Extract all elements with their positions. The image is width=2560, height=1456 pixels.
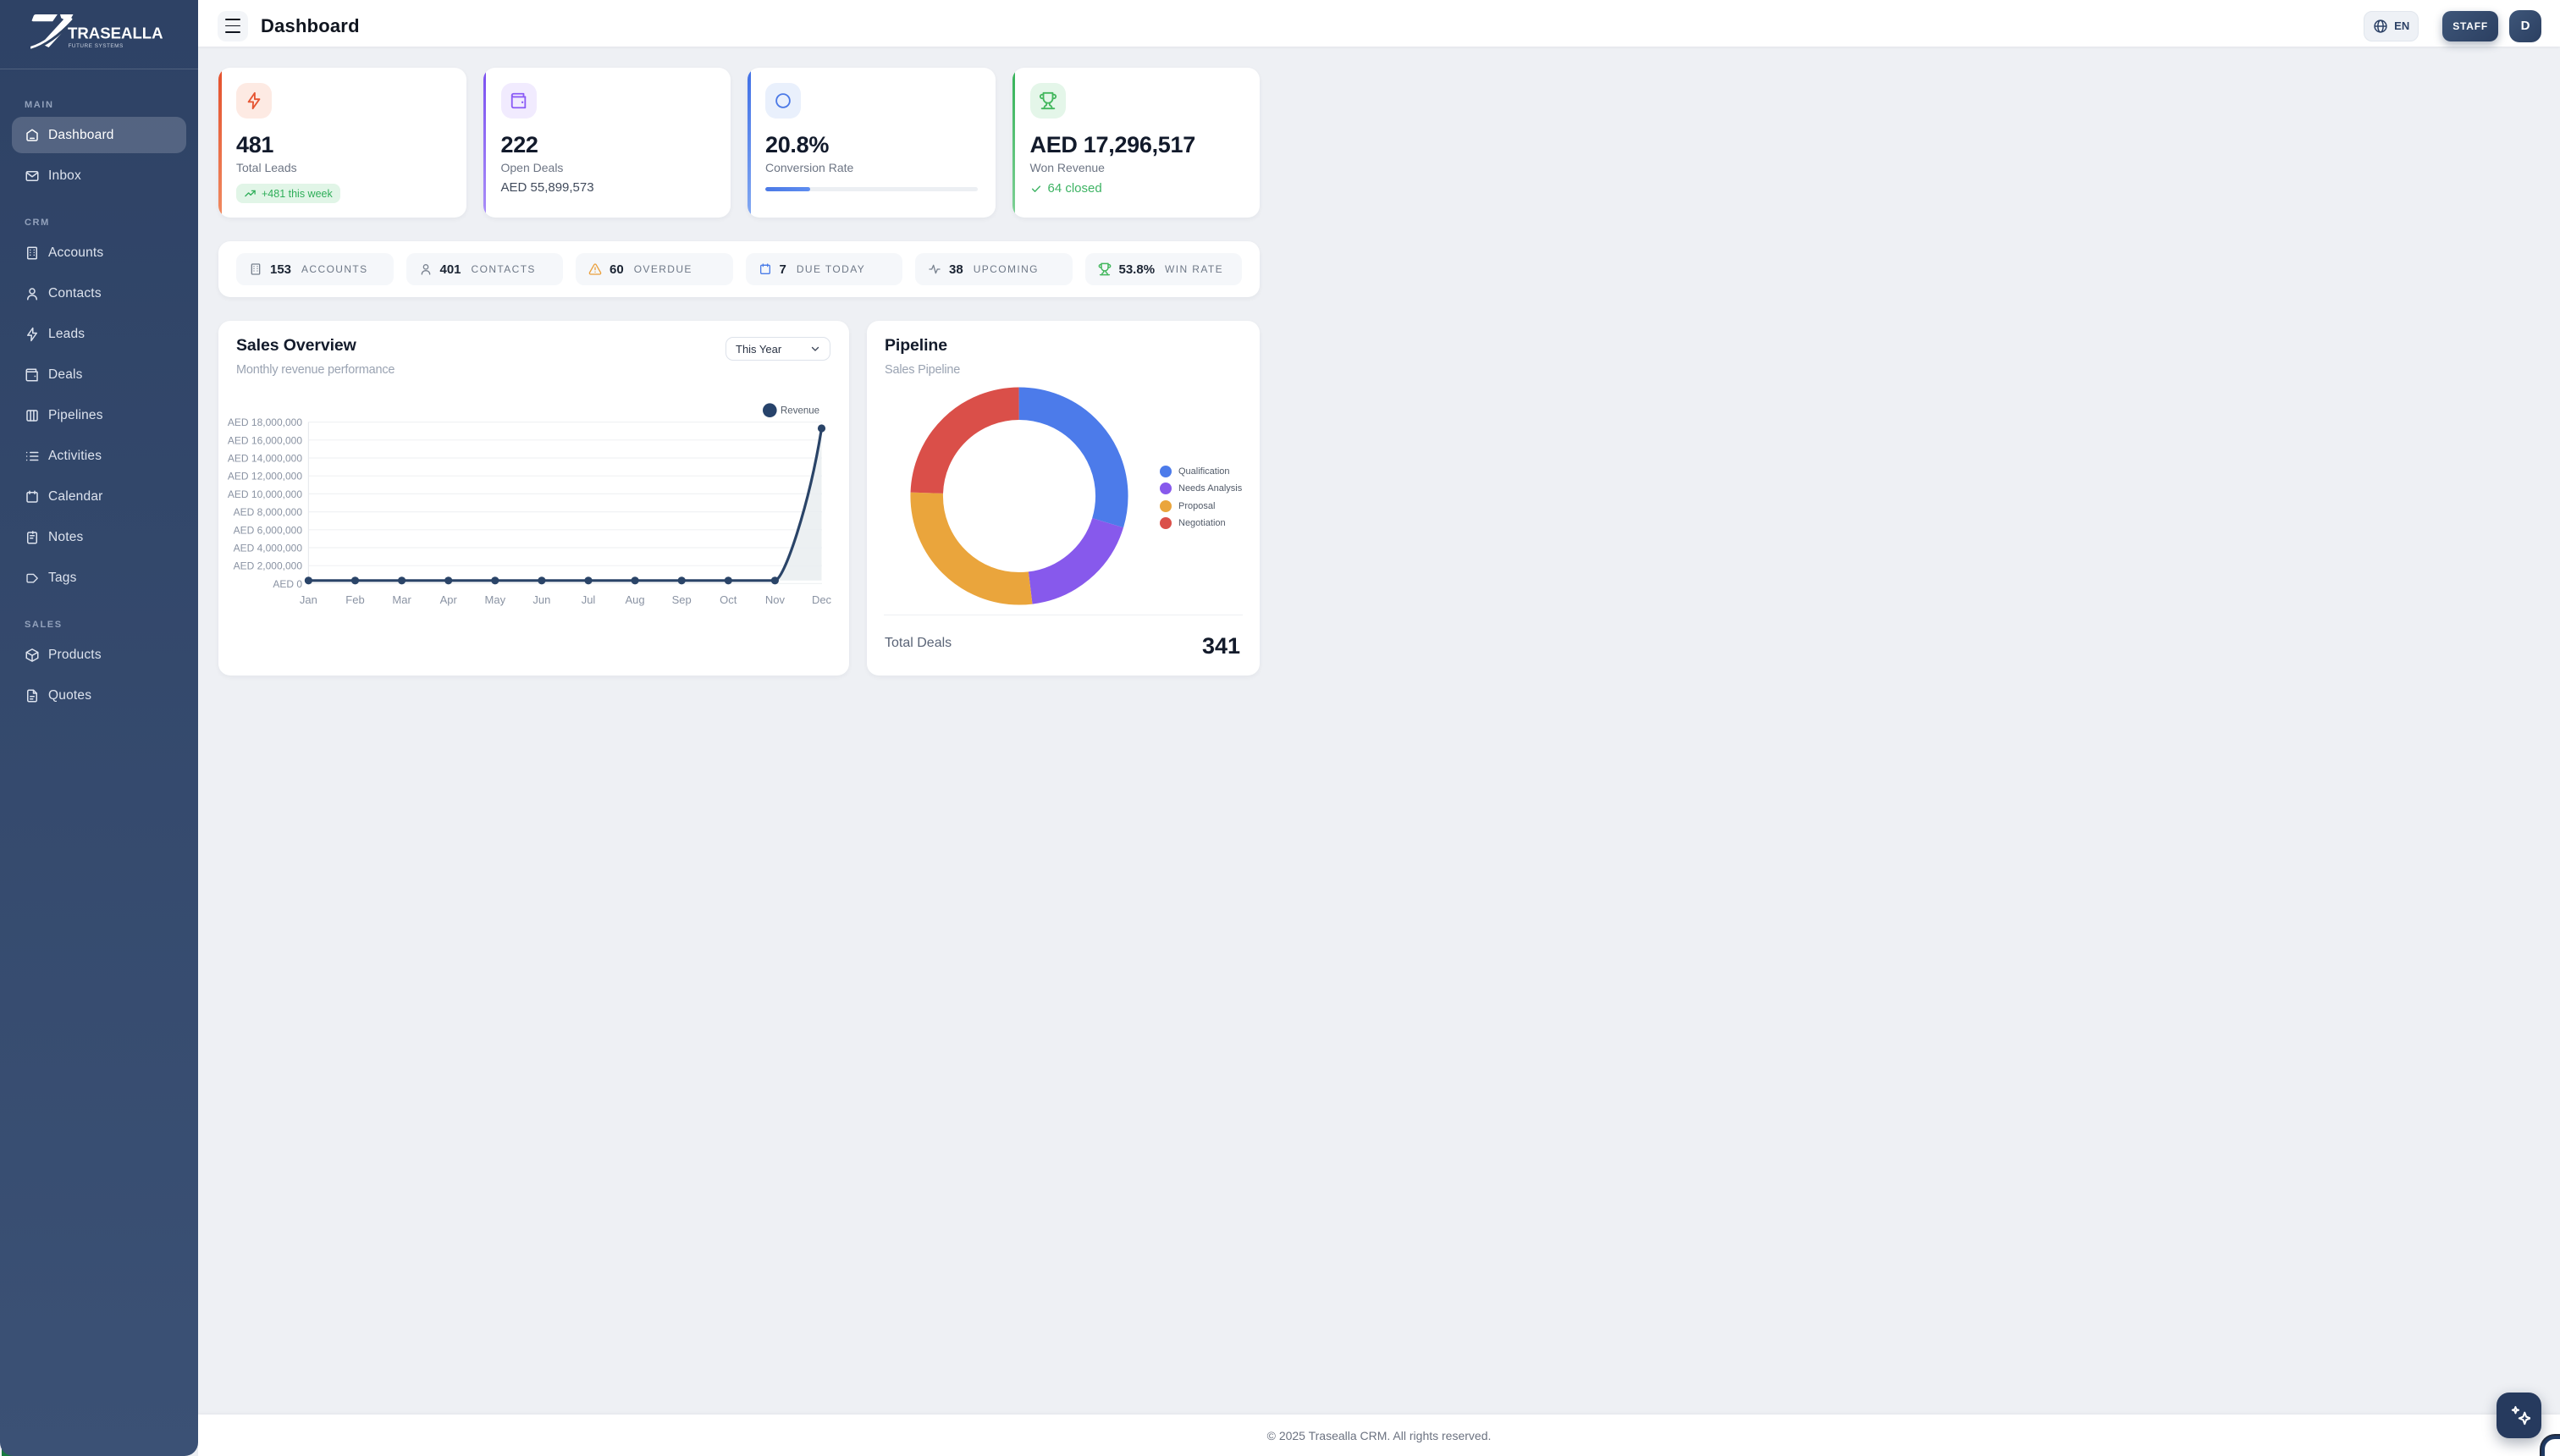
svg-text:Jan: Jan [300, 593, 317, 606]
svg-text:TRASEALLA: TRASEALLA [68, 25, 163, 42]
svg-text:Jun: Jun [532, 593, 550, 606]
svg-text:AED 4,000,000: AED 4,000,000 [234, 543, 303, 554]
svg-text:AED 0: AED 0 [273, 578, 302, 590]
svg-text:Jul: Jul [582, 593, 596, 606]
svg-text:AED 10,000,000: AED 10,000,000 [228, 488, 302, 500]
svg-text:AED 6,000,000: AED 6,000,000 [234, 524, 303, 536]
svg-text:Apr: Apr [440, 593, 458, 606]
svg-text:AED 8,000,000: AED 8,000,000 [234, 506, 303, 518]
svg-text:Dec: Dec [812, 593, 832, 606]
svg-text:FUTURE SYSTEMS: FUTURE SYSTEMS [69, 43, 124, 49]
svg-text:AED 18,000,000: AED 18,000,000 [228, 416, 302, 428]
svg-text:Mar: Mar [392, 593, 411, 606]
svg-text:Nov: Nov [765, 593, 786, 606]
svg-text:Revenue: Revenue [781, 406, 819, 416]
svg-text:AED 16,000,000: AED 16,000,000 [228, 434, 302, 446]
svg-text:May: May [485, 593, 506, 606]
svg-text:AED 2,000,000: AED 2,000,000 [234, 560, 303, 572]
svg-text:Feb: Feb [345, 593, 364, 606]
svg-text:Aug: Aug [626, 593, 645, 606]
svg-text:AED 12,000,000: AED 12,000,000 [228, 471, 302, 483]
svg-text:AED 14,000,000: AED 14,000,000 [228, 453, 302, 465]
svg-text:Sep: Sep [672, 593, 692, 606]
svg-text:Oct: Oct [720, 593, 737, 606]
